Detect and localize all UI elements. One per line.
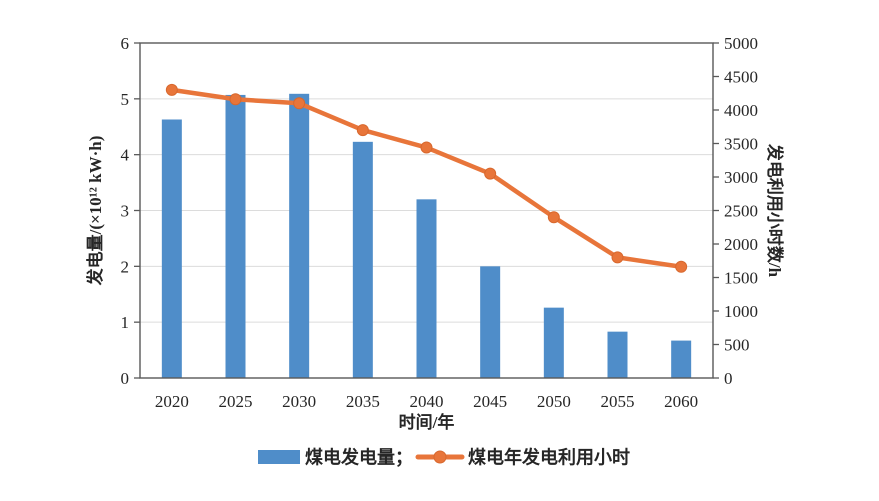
x-tick-label-2050: 2050 (537, 392, 571, 411)
bar-2020 (161, 119, 182, 378)
left-axis-title: 发电量/(×10¹² kW·h) (85, 136, 105, 287)
line-point-2035 (356, 124, 369, 137)
line-point-2020 (165, 83, 178, 96)
right-tick-label-0: 0 (724, 369, 733, 388)
left-tick-label-3: 3 (121, 201, 130, 220)
bar-2030 (289, 93, 310, 378)
bar-2050 (543, 307, 564, 378)
x-tick-label-2025: 2025 (219, 392, 253, 411)
x-tick-label-2040: 2040 (410, 392, 444, 411)
right-tick-label-1000: 1000 (724, 302, 758, 321)
right-tick-label-3000: 3000 (724, 168, 758, 187)
line-point-2045 (484, 167, 497, 180)
left-tick-label-6: 6 (121, 34, 130, 53)
line-point-2040 (420, 141, 433, 154)
x-tick-label-2030: 2030 (282, 392, 316, 411)
legend-bar-label: 煤电发电量； (305, 446, 413, 467)
right-tick-label-1500: 1500 (724, 268, 758, 287)
right-tick-label-2000: 2000 (724, 235, 758, 254)
right-tick-label-2500: 2500 (724, 201, 758, 220)
left-tick-label-4: 4 (121, 146, 130, 165)
right-tick-label-4000: 4000 (724, 101, 758, 120)
left-tick-label-5: 5 (121, 90, 130, 109)
x-tick-label-2035: 2035 (346, 392, 380, 411)
legend-line-marker (433, 450, 447, 464)
line-point-2050 (547, 211, 560, 224)
x-tick-label-2045: 2045 (473, 392, 507, 411)
x-tick-label-2020: 2020 (155, 392, 189, 411)
bar-2060 (671, 340, 692, 378)
line-point-2055 (611, 251, 624, 264)
right-tick-label-3500: 3500 (724, 134, 758, 153)
x-tick-label-2060: 2060 (664, 392, 698, 411)
left-tick-label-2: 2 (121, 257, 130, 276)
x-tick-label-2055: 2055 (601, 392, 635, 411)
bar-2040 (416, 199, 437, 378)
bar-2025 (225, 94, 246, 379)
right-tick-label-4500: 4500 (724, 67, 758, 86)
right-axis-title: 发电利用小时数/h (765, 143, 785, 278)
right-tick-label-500: 500 (724, 335, 750, 354)
x-axis-title: 时间/年 (399, 412, 455, 432)
bar-2035 (352, 141, 373, 378)
left-tick-label-0: 0 (121, 369, 130, 388)
line-point-2030 (293, 97, 306, 110)
bar-2045 (480, 266, 501, 378)
line-point-2060 (675, 260, 688, 273)
right-tick-label-5000: 5000 (724, 34, 758, 53)
legend-bar-swatch (258, 450, 300, 464)
legend-line-label: 煤电年发电利用小时 (468, 446, 630, 467)
left-tick-label-1: 1 (121, 313, 130, 332)
bar-2055 (607, 331, 628, 378)
line-point-2025 (229, 93, 242, 106)
